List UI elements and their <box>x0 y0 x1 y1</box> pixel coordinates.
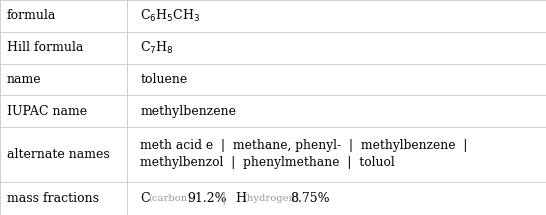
Text: meth acid e  |  methane, phenyl-  |  methylbenzene  |
methylbenzol  |  phenylmet: meth acid e | methane, phenyl- | methylb… <box>140 139 468 169</box>
Text: mass fractions: mass fractions <box>7 192 98 205</box>
Text: IUPAC name: IUPAC name <box>7 105 87 118</box>
Text: (hydrogen): (hydrogen) <box>243 194 299 203</box>
Text: toluene: toluene <box>140 73 188 86</box>
Bar <box>0 95 546 127</box>
Text: |: | <box>222 192 226 205</box>
Text: 8.75%: 8.75% <box>290 192 330 205</box>
Text: Hill formula: Hill formula <box>7 41 83 54</box>
Text: (carbon): (carbon) <box>148 194 191 203</box>
Text: name: name <box>7 73 41 86</box>
Text: C: C <box>140 192 150 205</box>
Bar <box>0 0 546 32</box>
Text: C$_7$H$_8$: C$_7$H$_8$ <box>140 40 174 56</box>
Bar <box>0 64 546 95</box>
Bar <box>0 127 546 181</box>
Text: 91.2%: 91.2% <box>187 192 227 205</box>
Text: C$_6$H$_5$CH$_3$: C$_6$H$_5$CH$_3$ <box>140 8 200 24</box>
Text: methylbenzene: methylbenzene <box>140 105 236 118</box>
Text: H: H <box>235 192 246 205</box>
Text: formula: formula <box>7 9 56 22</box>
Bar <box>0 181 546 215</box>
Text: alternate names: alternate names <box>7 148 109 161</box>
Bar <box>0 32 546 64</box>
